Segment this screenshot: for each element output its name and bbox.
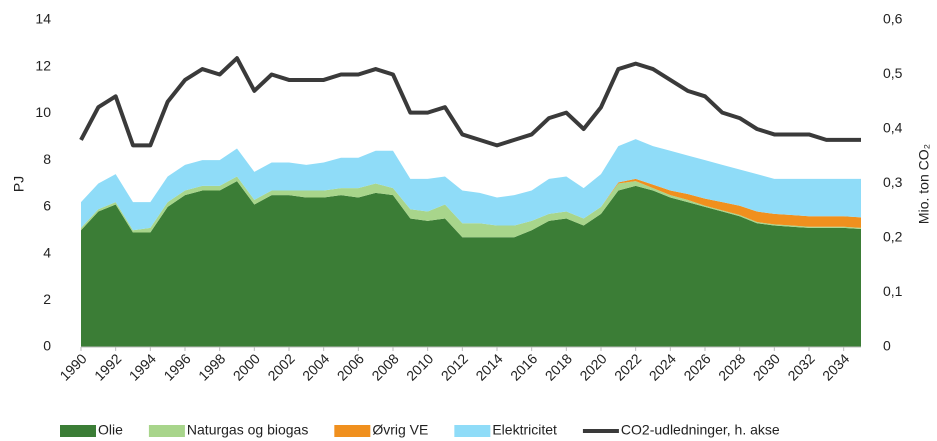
legend-swatch <box>454 425 491 437</box>
legend-label: Øvrig VE <box>372 422 428 438</box>
y2-tick-label: 0,6 <box>883 11 903 27</box>
y-axis-label: PJ <box>11 176 27 192</box>
legend-swatch <box>334 425 371 437</box>
y2-tick-label: 0,4 <box>883 120 903 136</box>
legend-label: CO2-udledninger, h. akse <box>621 422 780 438</box>
x-tick-label: 2010 <box>403 350 436 383</box>
y-tick-label: 12 <box>35 57 51 73</box>
y2-tick-label: 0,3 <box>883 174 903 190</box>
x-tick-label: 1990 <box>56 350 89 383</box>
area <box>81 139 861 231</box>
area <box>81 181 861 347</box>
y-tick-label: 8 <box>43 151 51 167</box>
legend-label: Elektricitet <box>492 422 557 438</box>
y-tick-label: 14 <box>35 11 51 27</box>
legend-label: Olie <box>98 422 123 438</box>
x-tick-label: 2014 <box>472 350 505 383</box>
y2-tick-label: 0,2 <box>883 229 903 245</box>
x-tick-label: 2004 <box>299 350 332 383</box>
x-tick-label: 2000 <box>230 350 263 383</box>
x-tick-label: 2020 <box>576 350 609 383</box>
y2-tick-label: 0,1 <box>883 283 903 299</box>
legend-swatch <box>60 425 96 437</box>
x-tick-label: 2022 <box>611 350 644 383</box>
x-tick-label: 2032 <box>784 350 817 383</box>
x-tick-label: 2006 <box>334 350 367 383</box>
legend-swatch <box>148 425 185 437</box>
y-tick-label: 2 <box>43 291 51 307</box>
x-tick-label: 1992 <box>91 350 124 383</box>
y2-axis-label: Mio. ton CO₂ <box>916 144 932 224</box>
y-tick-label: 0 <box>43 338 51 354</box>
x-tick-label: 2012 <box>438 350 471 383</box>
x-tick-label: 1994 <box>126 350 159 383</box>
x-tick-label: 2034 <box>819 350 852 383</box>
x-tick-label: 2018 <box>542 350 575 383</box>
x-tick-label: 2024 <box>646 350 679 383</box>
x-tick-label: 2002 <box>264 350 297 383</box>
x-tick-label: 2008 <box>368 350 401 383</box>
y-tick-label: 6 <box>43 198 51 214</box>
x-tick-label: 2026 <box>680 350 713 383</box>
line <box>79 56 861 148</box>
y-tick-label: 4 <box>43 244 51 260</box>
x-tick-label: 2016 <box>507 350 540 383</box>
y-tick-label: 10 <box>35 104 51 120</box>
x-tick-label: 1996 <box>160 350 193 383</box>
y2-tick-label: 0 <box>883 338 891 354</box>
area <box>81 176 861 231</box>
x-tick-label: 1998 <box>195 350 228 383</box>
area <box>81 176 861 238</box>
y2-tick-label: 0,5 <box>883 65 903 81</box>
x-tick-label: 2028 <box>715 350 748 383</box>
x-tick-label: 2030 <box>750 350 783 383</box>
legend-label: Naturgas og biogas <box>187 422 308 438</box>
